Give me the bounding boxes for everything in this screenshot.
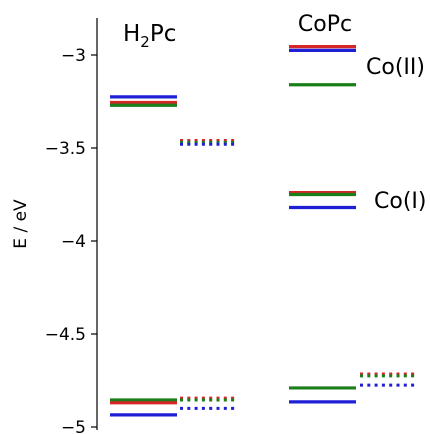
y-tick-label: −3.5 <box>45 139 86 159</box>
energy-levels <box>110 45 418 417</box>
y-ticks: −3 −3.5 −4 −4.5 −5 <box>45 46 97 434</box>
column-title-h2pc: H2Pc <box>123 21 176 51</box>
annotations: Co(II) Co(I) <box>366 55 426 214</box>
y-axis-label: E / eV <box>11 199 31 249</box>
column-title-copc: CoPc <box>298 12 352 37</box>
y-tick-label: −5 <box>61 418 86 434</box>
annotation-label: Co(II) <box>366 55 425 80</box>
annotation-label: Co(I) <box>374 189 426 214</box>
y-tick-label: −4.5 <box>45 325 86 345</box>
y-tick-label: −3 <box>61 46 86 66</box>
y-tick-label: −4 <box>61 232 86 252</box>
